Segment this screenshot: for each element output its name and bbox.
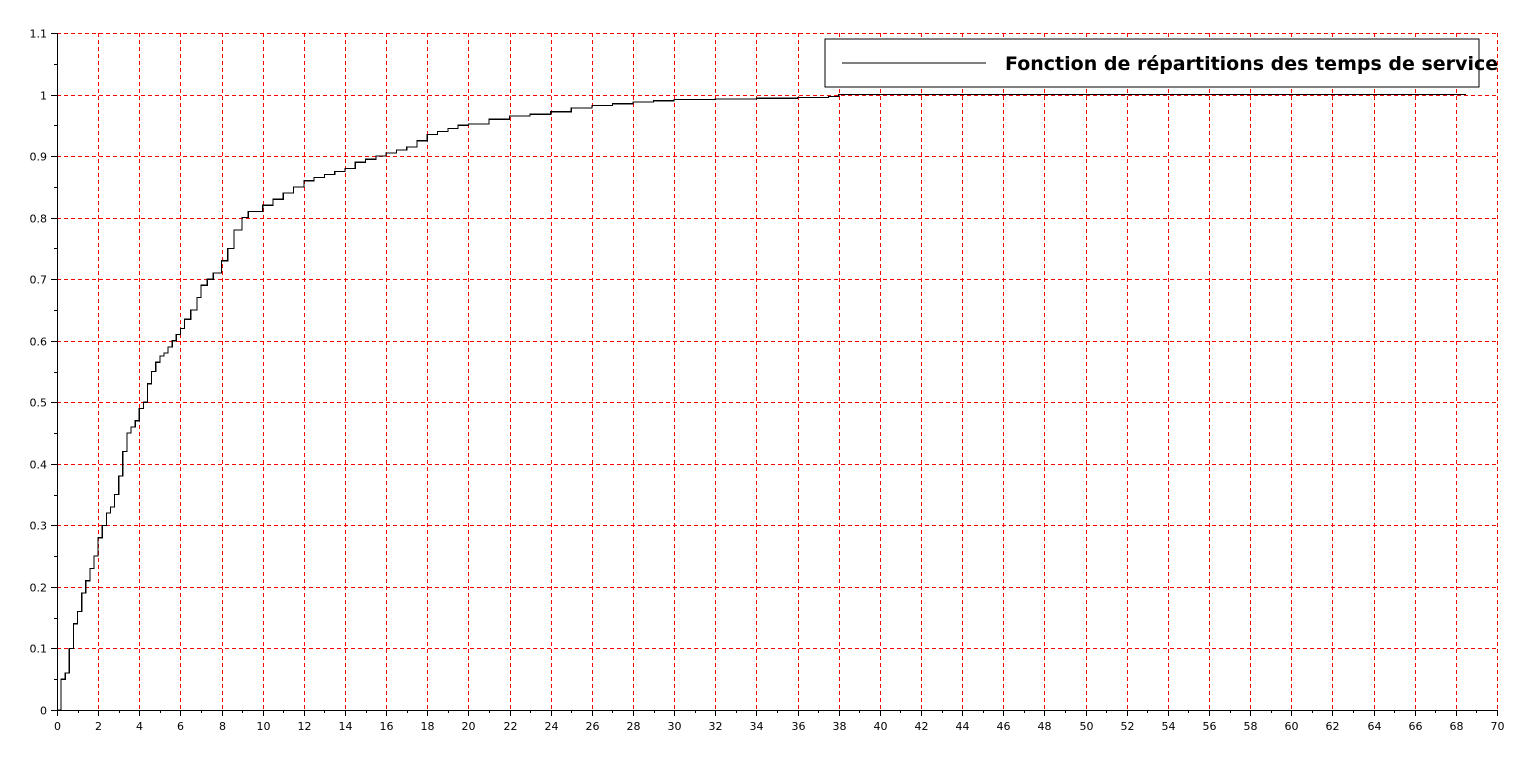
series-layer xyxy=(57,93,1467,711)
axes-layer: 0 2 4 6 8 10 12 14 16 18 20 22 24 26 28 30 32 34 36 38 40 42 4… xyxy=(30,28,1505,734)
series-line xyxy=(57,93,1467,711)
y-tick-label: 0.1 xyxy=(30,643,48,656)
x-tick-label: 68 xyxy=(1450,720,1464,733)
x-tick-label: 60 xyxy=(1285,720,1299,733)
x-tick-label: 28 xyxy=(627,720,641,733)
y-tick-label: 1.1 xyxy=(30,28,48,41)
x-tick-label: 8 xyxy=(219,720,226,733)
y-tick-label: 0.9 xyxy=(30,151,48,164)
x-tick-label: 20 xyxy=(462,720,476,733)
y-tick-label: 0.2 xyxy=(30,582,48,595)
y-tick-label: 0 xyxy=(40,705,47,718)
x-tick-label: 6 xyxy=(177,720,184,733)
x-tick-label: 46 xyxy=(997,720,1011,733)
y-tick-label: 0.5 xyxy=(30,397,48,410)
x-tick-label: 26 xyxy=(586,720,600,733)
x-tick-label: 52 xyxy=(1121,720,1135,733)
x-tick-label: 48 xyxy=(1038,720,1052,733)
x-tick-label: 44 xyxy=(956,720,970,733)
x-tick-label: 58 xyxy=(1244,720,1258,733)
x-tick-label: 34 xyxy=(750,720,764,733)
x-tick-label: 24 xyxy=(545,720,559,733)
x-tick-label: 4 xyxy=(136,720,143,733)
x-tick-label: 18 xyxy=(421,720,435,733)
x-tick-label: 0 xyxy=(54,720,61,733)
x-tick-label: 62 xyxy=(1326,720,1340,733)
y-tick-label: 1 xyxy=(40,90,47,103)
x-tick-label: 42 xyxy=(915,720,929,733)
x-tick-label: 66 xyxy=(1409,720,1423,733)
x-tick-label: 56 xyxy=(1203,720,1217,733)
x-tick-label: 36 xyxy=(792,720,806,733)
y-tick-label: 0.8 xyxy=(30,213,48,226)
x-tick-label: 38 xyxy=(833,720,847,733)
x-tick-label: 22 xyxy=(504,720,518,733)
y-tick-label: 0.7 xyxy=(30,274,48,287)
x-tick-label: 14 xyxy=(339,720,353,733)
x-tick-label: 54 xyxy=(1162,720,1176,733)
x-tick-label: 2 xyxy=(95,720,102,733)
x-tick-label: 32 xyxy=(709,720,723,733)
x-tick-label: 12 xyxy=(298,720,312,733)
x-tick-label: 16 xyxy=(380,720,394,733)
x-tick-label: 70 xyxy=(1491,720,1505,733)
y-tick-label: 0.3 xyxy=(30,520,48,533)
x-tick-label: 10 xyxy=(257,720,271,733)
y-tick-label: 0.4 xyxy=(30,459,48,472)
x-tick-label: 50 xyxy=(1080,720,1094,733)
x-tick-label: 64 xyxy=(1368,720,1382,733)
y-tick-label: 0.6 xyxy=(30,336,48,349)
x-tick-label: 30 xyxy=(668,720,682,733)
legend-label: Fonction de répartitions des temps de se… xyxy=(1005,53,1498,75)
legend: Fonction de répartitions des temps de se… xyxy=(824,38,1498,88)
grid-layer xyxy=(57,33,1498,710)
x-tick-label: 40 xyxy=(874,720,888,733)
